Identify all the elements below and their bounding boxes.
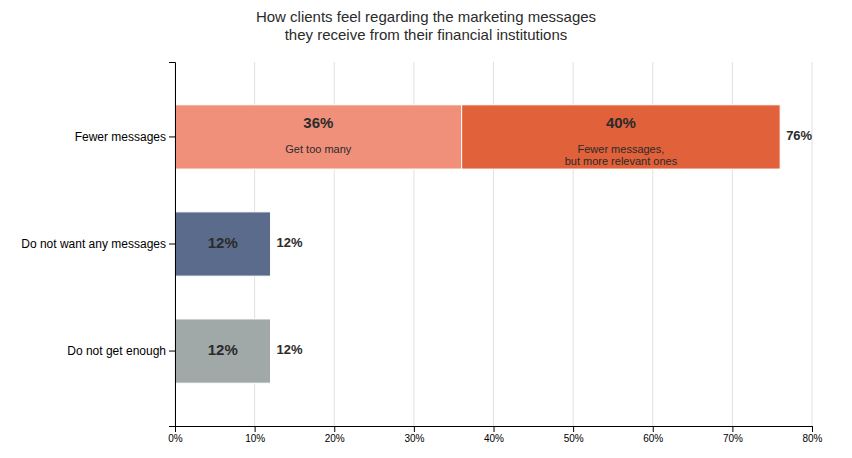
grid-line (812, 62, 813, 426)
bar-segment (175, 319, 271, 383)
x-tick-label: 50% (564, 433, 584, 444)
x-tick-label: 30% (404, 433, 424, 444)
annotation: Fewer messages,but more relevant ones (565, 143, 678, 168)
x-tick: 60% (643, 426, 663, 444)
chart: How clients feel regarding the marketing… (0, 0, 852, 458)
x-tick-label: 70% (723, 433, 743, 444)
x-tick-mark (414, 426, 415, 432)
x-tick-mark (653, 426, 654, 432)
x-tick-label: 10% (245, 433, 265, 444)
x-tick: 80% (802, 426, 822, 444)
bar-segment (175, 105, 462, 169)
y-tick-label: Do not get enough (67, 344, 166, 358)
labels: 36% 12% 12% 40% Get too many Fewer messages,b… (208, 114, 813, 358)
y-tick-mark (169, 136, 175, 137)
y-axis-line (169, 63, 176, 427)
x-tick-label: 0% (168, 433, 183, 444)
x-tick-mark (573, 426, 574, 432)
x-tick-mark (255, 426, 256, 432)
grid (175, 62, 812, 426)
total-label: 12% (277, 235, 303, 250)
data-label: 12% (208, 234, 238, 251)
x-tick: 10% (245, 426, 265, 444)
x-tick-label: 60% (643, 433, 663, 444)
y-tick: Do not want any messages (21, 237, 175, 251)
x-tick-mark (732, 426, 733, 432)
data-label: 36% (303, 114, 333, 131)
bar-segment (175, 212, 271, 276)
total-label: 12% (277, 342, 303, 357)
y-tick-label: Fewer messages (75, 130, 166, 144)
x-tick-mark (812, 426, 813, 432)
data-label: 40% (606, 114, 636, 131)
x-tick: 50% (564, 426, 584, 444)
x-tick: 70% (723, 426, 743, 444)
annotation: Get too many (285, 143, 352, 155)
x-tick: 30% (404, 426, 424, 444)
x-tick-label: 20% (325, 433, 345, 444)
x-tick: 20% (325, 426, 345, 444)
y-tick-label: Do not want any messages (21, 237, 166, 251)
plot: 36% 12% 12% 40% Get too many Fewer messages,b… (21, 62, 822, 444)
bars (175, 105, 780, 383)
data-label: 12% (208, 341, 238, 358)
x-tick-mark (334, 426, 335, 432)
x-tick-mark (494, 426, 495, 432)
y-tick: Do not get enough (67, 344, 175, 358)
x-tick-label: 80% (802, 433, 822, 444)
x-tick-label: 40% (484, 433, 504, 444)
x-tick: 40% (484, 426, 504, 444)
x-axis-line (176, 427, 813, 433)
x-tick: 0% (168, 426, 183, 444)
y-tick-mark (169, 351, 175, 352)
y-axis: Fewer messages Do not want any messages Do… (21, 63, 175, 427)
total-label: 76% (786, 128, 812, 143)
y-tick-mark (169, 244, 175, 245)
title: How clients feel regarding the marketing… (256, 8, 596, 43)
bar-segment (462, 105, 781, 169)
y-tick: Fewer messages (75, 130, 175, 144)
x-axis: 0% 10% 20% 30% 40% 50% 60% 70% 80% (168, 426, 822, 444)
